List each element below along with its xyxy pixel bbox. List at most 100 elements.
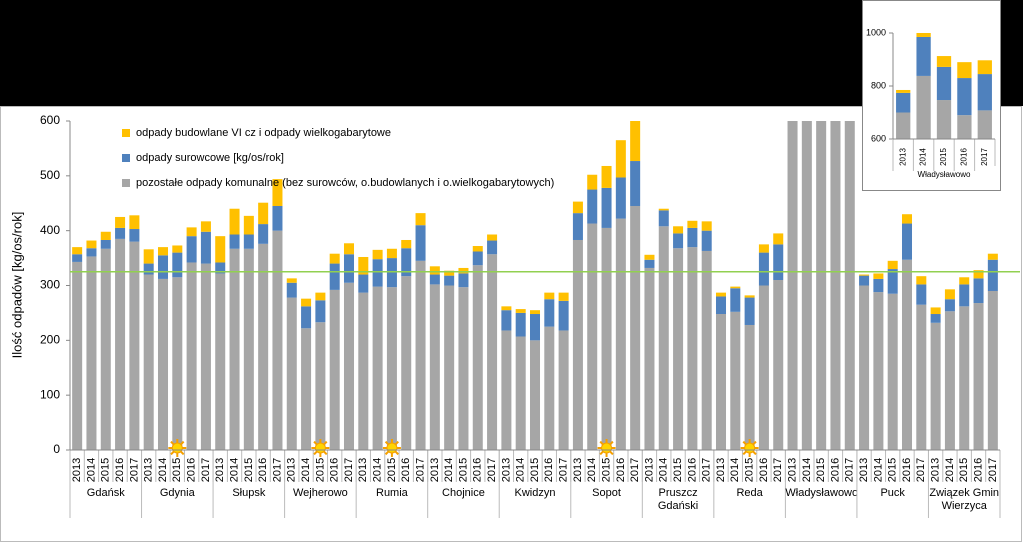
group-label: Reda bbox=[736, 487, 763, 499]
bar-segment bbox=[644, 267, 655, 450]
bar-segment bbox=[701, 221, 712, 231]
x-tick-label: 2013 bbox=[429, 458, 441, 482]
x-tick-label: 2015 bbox=[386, 458, 398, 482]
sun-ray bbox=[609, 440, 614, 446]
bar-segment bbox=[615, 140, 626, 178]
bar-segment bbox=[186, 227, 197, 237]
bar-segment bbox=[544, 326, 555, 450]
x-tick-label: 2015 bbox=[815, 458, 827, 482]
x-tick-label: 2017 bbox=[772, 458, 784, 482]
legend-label: pozostałe odpady komunalne (bez surowców… bbox=[136, 177, 554, 189]
y-tick-label: 600 bbox=[871, 133, 886, 143]
bar-segment bbox=[329, 289, 340, 450]
group-label: Rumia bbox=[376, 487, 408, 499]
group-label: Gdynia bbox=[159, 487, 195, 499]
y-tick-label: 100 bbox=[40, 387, 60, 401]
bar-segment bbox=[329, 263, 340, 290]
bar-segment bbox=[587, 189, 598, 224]
x-tick-label: 2015 bbox=[171, 458, 183, 482]
bar-segment bbox=[258, 224, 269, 244]
x-tick-label: 2016 bbox=[758, 458, 770, 482]
group-label-box: Puck bbox=[880, 487, 904, 499]
group-label-box: Władysławowo bbox=[918, 170, 971, 179]
bar-segment bbox=[977, 110, 992, 139]
bar-segment bbox=[100, 248, 111, 450]
x-tick-label: 2017 bbox=[414, 458, 426, 482]
x-tick-label: 2016 bbox=[972, 458, 984, 482]
bar-segment bbox=[72, 254, 83, 262]
x-tick-label: 2013 bbox=[786, 458, 798, 482]
bar-segment bbox=[501, 330, 512, 450]
bar-segment bbox=[744, 324, 755, 450]
bar-segment bbox=[715, 296, 727, 315]
bar-segment bbox=[859, 275, 870, 286]
bar-segment bbox=[701, 230, 712, 251]
y-tick-label: 0 bbox=[53, 442, 60, 456]
bar-segment bbox=[401, 248, 412, 277]
group-label-box: Gdynia bbox=[159, 487, 195, 499]
group-label: Chojnice bbox=[442, 487, 485, 499]
legend-label: odpady surowcowe [kg/os/rok] bbox=[136, 152, 284, 164]
bar-segment bbox=[644, 259, 655, 268]
bar-segment bbox=[272, 230, 283, 450]
x-tick-label: 2016 bbox=[186, 458, 198, 482]
bar-segment bbox=[844, 121, 855, 450]
bar-segment bbox=[730, 286, 741, 289]
bar-segment bbox=[957, 115, 972, 139]
sun-icon bbox=[601, 442, 613, 454]
x-tick-label: 2017 bbox=[629, 458, 641, 482]
x-tick-label: 2016 bbox=[114, 458, 126, 482]
x-tick-label: 2015 bbox=[939, 148, 948, 166]
bar-segment bbox=[687, 247, 698, 450]
x-tick-label: 2014 bbox=[586, 458, 598, 482]
bar-segment bbox=[157, 278, 169, 450]
bar-segment bbox=[172, 245, 183, 253]
bar-segment bbox=[572, 239, 583, 450]
bar-segment bbox=[200, 263, 211, 450]
bar-segment bbox=[129, 229, 140, 242]
x-tick-label: 2017 bbox=[200, 458, 212, 482]
bar-segment bbox=[744, 295, 755, 298]
bar-segment bbox=[701, 250, 712, 450]
bar-segment bbox=[315, 292, 326, 301]
x-tick-label: 2016 bbox=[829, 458, 841, 482]
x-tick-label: 2016 bbox=[615, 458, 627, 482]
group-label: Związek Gmin Wierzyca bbox=[929, 487, 1000, 512]
x-tick-label: 2016 bbox=[329, 458, 341, 482]
x-tick-label: 2014 bbox=[658, 458, 670, 482]
x-tick-label: 2013 bbox=[71, 458, 83, 482]
bar-segment bbox=[458, 267, 469, 274]
header-band bbox=[0, 0, 1023, 106]
sun-ray bbox=[180, 440, 185, 446]
x-tick-label: 2015 bbox=[243, 458, 255, 482]
x-tick-label: 2017 bbox=[128, 458, 140, 482]
x-tick-label: 2013 bbox=[930, 458, 942, 482]
bar-segment bbox=[673, 233, 684, 249]
sun-ray bbox=[394, 450, 399, 456]
x-tick-label: 2016 bbox=[257, 458, 269, 482]
group-label-box: Słupsk bbox=[232, 487, 266, 499]
bar-segment bbox=[100, 231, 111, 240]
bar-segment bbox=[944, 299, 955, 312]
x-tick-label: 2014 bbox=[228, 458, 240, 482]
sun-icon bbox=[744, 442, 756, 454]
y-tick-label: 800 bbox=[871, 80, 886, 90]
bar-segment bbox=[301, 306, 312, 329]
bar-segment bbox=[658, 208, 669, 211]
bar-segment bbox=[630, 161, 641, 206]
bar-segment bbox=[630, 205, 641, 450]
bar-segment bbox=[896, 89, 911, 93]
group-label: Wejherowo bbox=[292, 487, 348, 499]
x-tick-label: 2014 bbox=[729, 458, 741, 482]
bar-segment bbox=[587, 174, 598, 190]
group-label: Słupsk bbox=[232, 487, 266, 499]
bar-segment bbox=[529, 314, 541, 341]
bar-segment bbox=[415, 213, 426, 226]
x-tick-label: 2017 bbox=[701, 458, 713, 482]
bar-segment bbox=[801, 121, 812, 450]
bar-segment bbox=[901, 259, 913, 450]
sun-ray bbox=[170, 450, 175, 456]
bar-segment bbox=[429, 284, 440, 450]
bar-segment bbox=[501, 306, 512, 311]
bar-segment bbox=[143, 249, 154, 264]
